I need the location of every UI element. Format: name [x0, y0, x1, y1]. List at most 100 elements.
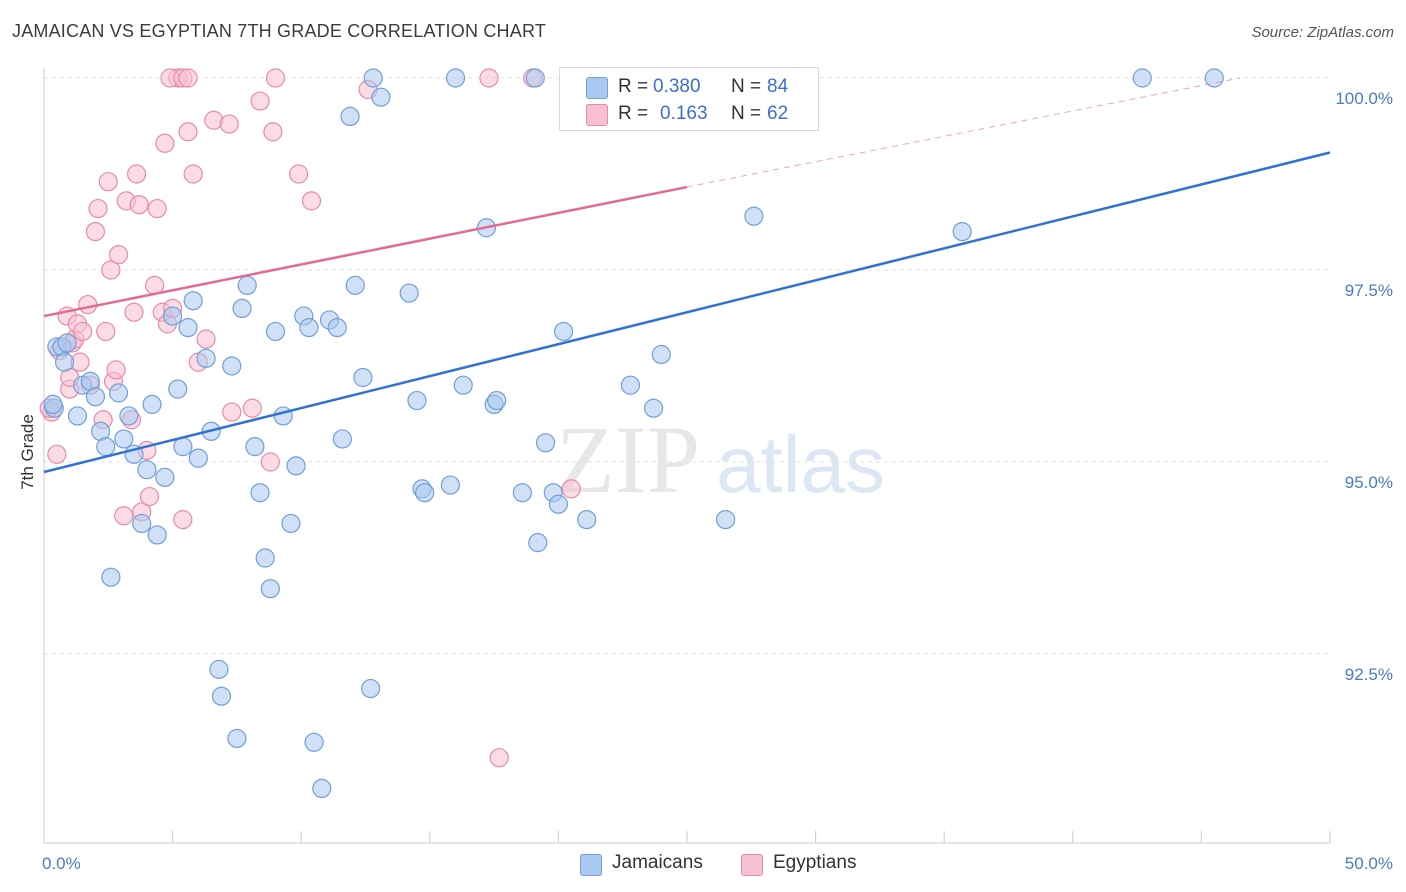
jamaicans-point [548, 494, 569, 514]
jamaicans-point [399, 283, 419, 303]
jamaicans-point [620, 375, 641, 395]
jamaicans-point [535, 433, 556, 453]
egyptians-point [101, 260, 121, 280]
jamaicans-point [188, 448, 208, 468]
jamaicans-point [178, 318, 198, 338]
x-tick-min: 0.0% [42, 854, 81, 873]
jamaicans-point [222, 356, 242, 376]
jamaicans-point [108, 383, 129, 403]
jamaicans-point [245, 437, 265, 457]
r-value: 0.163 [660, 103, 708, 124]
jamaicans-point [163, 306, 183, 326]
jamaicans-point [415, 483, 435, 503]
jamaicans-point [453, 375, 473, 395]
egyptians-point [72, 321, 93, 342]
trend-lines [43, 77, 1331, 474]
jamaicans-point [237, 275, 257, 295]
watermark-zip: ZIP [556, 406, 700, 513]
jamaicans-point [327, 318, 347, 338]
legend-row-egyptians: R = 0.163 N = 62 [560, 100, 818, 128]
egyptians-point [108, 245, 129, 265]
jamaicans-point [643, 398, 664, 418]
egyptians-point [489, 748, 509, 768]
x-tick-max: 50.0% [1345, 854, 1393, 873]
stats-legend: R = 0.380 N = 84 R = 0.163 N = 62 [559, 67, 819, 131]
jamaicans-point [260, 579, 280, 599]
r-label: R = [618, 76, 649, 97]
jamaicans-swatch [586, 77, 608, 99]
y-tick-labels: 92.5% 95.0% 97.5% 100.0% [1335, 89, 1393, 684]
jamaicans-point [119, 406, 139, 426]
jamaicans-point [525, 68, 545, 88]
jamaicans-point [96, 437, 116, 457]
egyptians-point [78, 294, 98, 315]
jamaicans-point [407, 390, 427, 411]
egyptians-point [183, 164, 203, 184]
jamaicans-point [577, 509, 597, 530]
jamaicans-point [232, 298, 252, 318]
egyptians-point [178, 68, 198, 88]
jamaicans-point [371, 87, 391, 107]
jamaicans-point [952, 222, 972, 242]
jamaicans-point [363, 68, 383, 88]
egyptians-point [196, 329, 216, 349]
egyptians-point [561, 479, 581, 499]
jamaicans-point [299, 318, 319, 338]
jamaicans-point [54, 352, 75, 372]
egyptians-point [260, 452, 280, 472]
egyptians-point [173, 509, 193, 530]
n-label: N = [731, 76, 762, 97]
egyptians-swatch [586, 104, 608, 126]
egyptians-point [85, 222, 106, 242]
jamaicans-point [85, 387, 106, 407]
jamaicans-swatch [580, 854, 602, 876]
egyptians-point [147, 198, 167, 219]
egyptians-point [129, 195, 149, 215]
n-value: 62 [767, 103, 789, 124]
jamaicans-point [353, 367, 373, 388]
y-tick-label: 97.5% [1345, 281, 1393, 300]
jamaicans-point [281, 513, 301, 534]
jamaicans-point [114, 429, 134, 449]
jamaicans-point [361, 678, 381, 699]
egyptians-point [219, 114, 239, 134]
jamaicans-points [43, 68, 1224, 799]
jamaicans-point [183, 291, 203, 311]
legend-row-jamaicans: R = 0.380 N = 84 [560, 73, 818, 101]
egyptians-point [479, 68, 499, 88]
jamaicans-point [345, 275, 365, 295]
jamaicans-point [227, 728, 247, 749]
egyptians-point [106, 360, 126, 380]
jamaicans-point [553, 321, 574, 342]
r-label: R = [618, 103, 649, 124]
jamaicans-point [286, 456, 306, 476]
jamaicans-point [528, 533, 548, 553]
n-value: 84 [767, 76, 789, 97]
jamaicans-point [67, 406, 88, 426]
jamaicans-trend-line [43, 151, 1331, 474]
r-value: 0.380 [653, 76, 701, 97]
jamaicans-point [43, 394, 63, 414]
egyptians-point [98, 172, 118, 192]
jamaicans-point [304, 732, 324, 752]
jamaicans-point [312, 778, 332, 799]
egyptians-point [301, 191, 322, 211]
egyptians-point [222, 402, 242, 422]
jamaicans-point [211, 686, 232, 706]
egyptians-point [124, 302, 144, 322]
egyptians-point [126, 164, 147, 184]
legend-label: Jamaicans [612, 852, 703, 873]
egyptians-point [263, 122, 283, 142]
egyptians-point [242, 398, 262, 418]
jamaicans-point [147, 525, 167, 545]
jamaicans-point [1132, 68, 1152, 88]
egyptians-point [250, 91, 270, 111]
chart-title: JAMAICAN VS EGYPTIAN 7TH GRADE CORRELATI… [12, 21, 547, 41]
egyptians-swatch [741, 854, 763, 876]
jamaicans-point [273, 406, 293, 426]
egyptians-point [47, 444, 67, 464]
jamaicans-point [744, 206, 764, 226]
jamaicans-point [332, 429, 352, 449]
jamaicans-point [142, 394, 162, 414]
